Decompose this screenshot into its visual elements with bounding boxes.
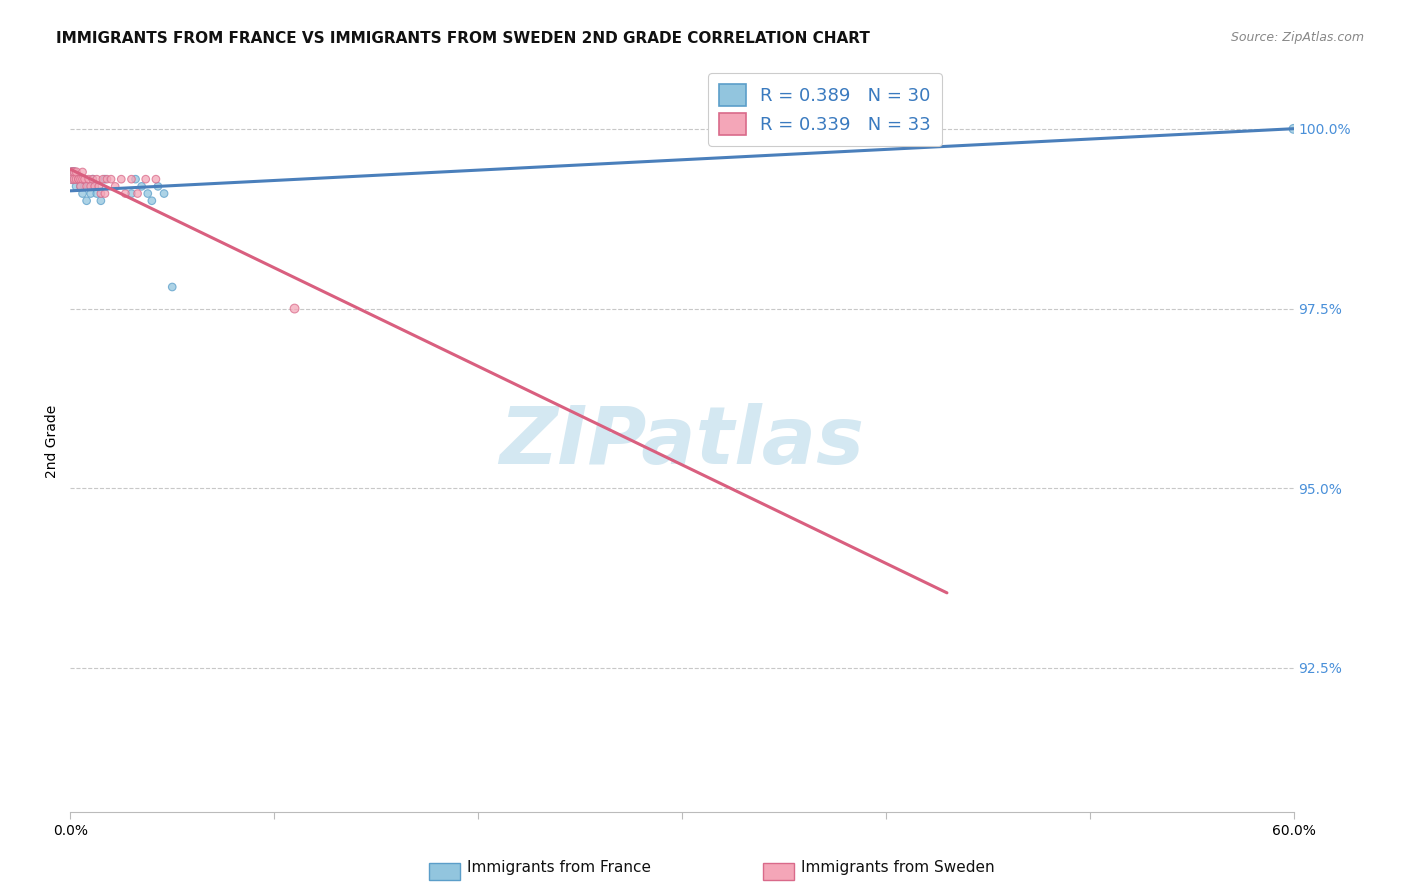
- Point: [69, 172, 91, 186]
- Point: [73, 179, 96, 194]
- Point: [90, 186, 112, 201]
- Point: [60, 172, 83, 186]
- Point: [104, 179, 127, 194]
- Point: [72, 165, 94, 179]
- Point: [65, 172, 87, 186]
- Point: [114, 186, 136, 201]
- Point: [110, 172, 132, 186]
- Point: [83, 179, 105, 194]
- Point: [63, 165, 86, 179]
- Point: [834, 129, 856, 144]
- Point: [77, 179, 100, 194]
- Text: IMMIGRANTS FROM FRANCE VS IMMIGRANTS FROM SWEDEN 2ND GRADE CORRELATION CHART: IMMIGRANTS FROM FRANCE VS IMMIGRANTS FRO…: [56, 31, 870, 46]
- Point: [86, 186, 108, 201]
- Text: Immigrants from Sweden: Immigrants from Sweden: [801, 860, 995, 874]
- Point: [69, 179, 91, 194]
- Point: [60, 165, 83, 179]
- Point: [100, 172, 122, 186]
- Point: [63, 172, 86, 186]
- Point: [82, 172, 104, 186]
- Point: [135, 172, 157, 186]
- Point: [162, 280, 183, 294]
- Point: [65, 165, 87, 179]
- Point: [63, 172, 86, 186]
- Point: [153, 186, 176, 201]
- Point: [63, 165, 86, 179]
- Point: [94, 186, 117, 201]
- Point: [91, 172, 114, 186]
- Point: [86, 172, 108, 186]
- Point: [76, 194, 98, 208]
- Point: [82, 172, 104, 186]
- Point: [76, 179, 98, 194]
- Point: [141, 194, 163, 208]
- Legend: R = 0.389   N = 30, R = 0.339   N = 33: R = 0.389 N = 30, R = 0.339 N = 33: [709, 73, 942, 146]
- Point: [69, 172, 91, 186]
- Point: [67, 172, 90, 186]
- Text: ZIPatlas: ZIPatlas: [499, 402, 865, 481]
- Point: [94, 172, 117, 186]
- Point: [1282, 121, 1305, 136]
- Y-axis label: 2nd Grade: 2nd Grade: [45, 405, 59, 478]
- Point: [284, 301, 307, 316]
- Point: [90, 194, 112, 208]
- Point: [67, 172, 90, 186]
- Point: [121, 172, 143, 186]
- Point: [136, 186, 159, 201]
- Point: [127, 186, 149, 201]
- Point: [79, 186, 103, 201]
- Point: [72, 172, 94, 186]
- Point: [145, 172, 167, 186]
- Point: [87, 179, 110, 194]
- Point: [65, 172, 87, 186]
- Point: [65, 179, 87, 194]
- Point: [69, 179, 91, 194]
- Point: [72, 172, 94, 186]
- Text: Immigrants from France: Immigrants from France: [467, 860, 651, 874]
- Point: [83, 179, 105, 194]
- Point: [67, 172, 90, 186]
- Text: Source: ZipAtlas.com: Source: ZipAtlas.com: [1230, 31, 1364, 45]
- Point: [146, 179, 169, 194]
- Point: [77, 172, 100, 186]
- Point: [79, 179, 103, 194]
- Point: [60, 172, 83, 186]
- Point: [60, 165, 83, 179]
- Point: [73, 172, 96, 186]
- Point: [131, 179, 153, 194]
- Point: [124, 172, 146, 186]
- Point: [72, 186, 94, 201]
- Point: [96, 172, 118, 186]
- Point: [121, 186, 143, 201]
